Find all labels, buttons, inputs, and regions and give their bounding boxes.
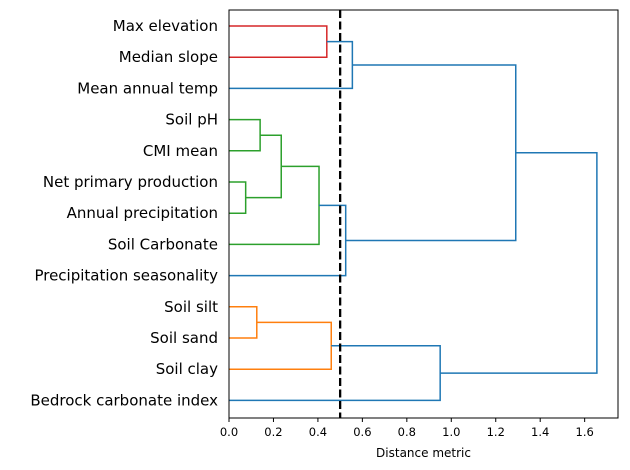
link-c12 xyxy=(440,152,598,374)
leaf-label-net-primary-production: Net primary production xyxy=(43,173,218,191)
leaf-label-max-elevation: Max elevation xyxy=(113,17,218,35)
leaf-label-bedrock-carbonate-index: Bedrock carbonate index xyxy=(30,391,218,409)
link-c1 xyxy=(229,25,328,58)
leaf-labels: Max elevation Median slope Mean annual tem… xyxy=(30,17,218,409)
link-c11 xyxy=(229,345,441,402)
leaf-label-soil-sand: Soil sand xyxy=(150,329,218,347)
dendrogram-links xyxy=(229,25,598,402)
x-tick-label: 0.4 xyxy=(309,425,327,439)
link-c2 xyxy=(229,40,354,90)
x-axis-ticks: 0.0 0.2 0.4 0.6 0.8 1.0 1.2 1.4 1.6 xyxy=(220,418,594,439)
leaf-label-soil-ph: Soil pH xyxy=(165,111,218,129)
link-c10 xyxy=(229,321,333,370)
x-tick-label: 0.8 xyxy=(398,425,416,439)
x-tick-label: 1.4 xyxy=(531,425,549,439)
link-c9 xyxy=(229,306,258,339)
leaf-label-cmi-mean: CMI mean xyxy=(143,142,218,160)
leaf-label-soil-carbonate: Soil Carbonate xyxy=(108,235,218,253)
leaf-label-annual-precipitation: Annual precipitation xyxy=(67,204,218,222)
link-c6 xyxy=(229,165,320,246)
leaf-label-soil-silt: Soil silt xyxy=(164,298,218,316)
leaf-label-precipitation-seasonality: Precipitation seasonality xyxy=(34,267,218,285)
link-c5 xyxy=(245,134,282,199)
link-c7 xyxy=(229,204,347,277)
x-tick-label: 1.0 xyxy=(442,425,460,439)
plot-frame xyxy=(228,9,619,419)
leaf-label-soil-clay: Soil clay xyxy=(156,360,218,378)
x-axis-label: Distance metric xyxy=(376,446,471,460)
link-c3 xyxy=(229,118,261,152)
x-tick-label: 0.2 xyxy=(264,425,282,439)
x-tick-label: 0.0 xyxy=(220,425,238,439)
x-tick-label: 0.6 xyxy=(353,425,371,439)
link-c4 xyxy=(229,181,247,214)
x-tick-label: 1.2 xyxy=(487,425,505,439)
leaf-label-mean-annual-temp: Mean annual temp xyxy=(77,79,218,97)
link-c8 xyxy=(345,64,517,242)
leaf-label-median-slope: Median slope xyxy=(119,48,218,66)
x-tick-label: 1.6 xyxy=(576,425,594,439)
